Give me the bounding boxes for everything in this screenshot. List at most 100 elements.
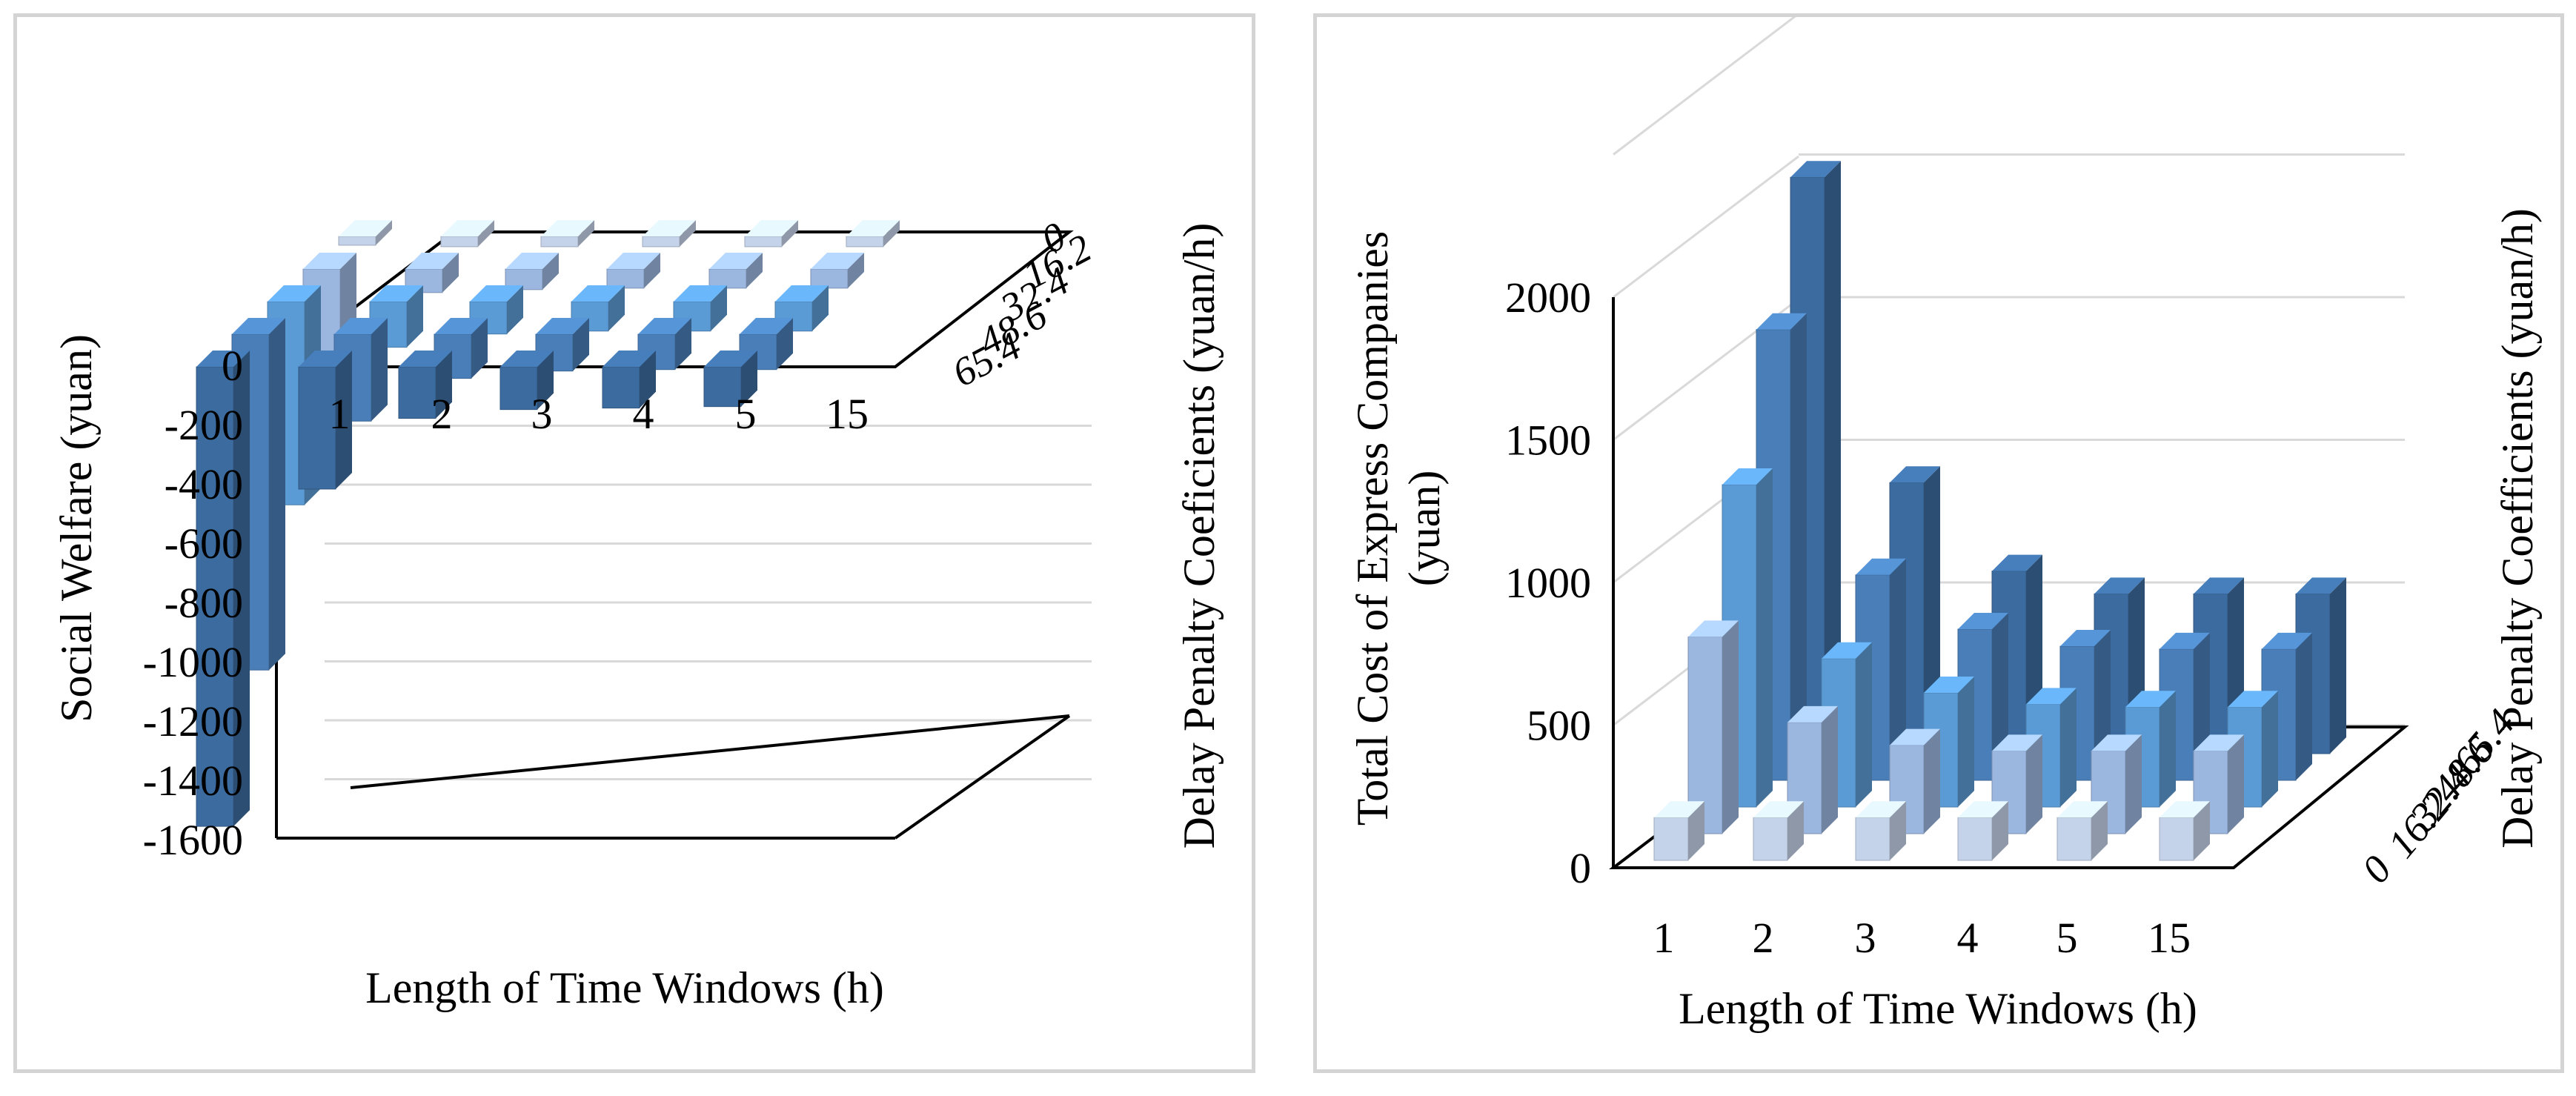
y-tick-label: -1000 [143, 638, 243, 686]
bar-16.2-2-side [1822, 705, 1838, 834]
bar-16.2-4-side [2026, 734, 2042, 834]
x-tick-label: 1 [329, 390, 351, 438]
bar-0-5 [744, 236, 783, 248]
bar-0-15 [846, 236, 884, 248]
bar-0-2-top [1753, 801, 1804, 818]
bar-48.6-2-top [1856, 558, 1906, 575]
x-tick-label: 1 [1653, 914, 1675, 962]
bar-0-2 [440, 236, 479, 248]
bar-16.2-1-top [303, 253, 356, 269]
bar-0-5 [2057, 817, 2092, 861]
x-tick-label: 3 [1855, 914, 1876, 962]
bar-48.6-15-top [2262, 632, 2312, 649]
bar-0-5-top [2057, 801, 2108, 818]
bar-32.4-2-top [370, 285, 423, 302]
bar-32.4-4-top [2026, 688, 2077, 705]
bar-16.2-4-top [607, 253, 660, 269]
bar-32.4-1-top [268, 285, 321, 302]
bar-48.6-4-top [536, 318, 589, 334]
bar-0-15-top [2160, 801, 2210, 818]
bar-48.6-15-side [777, 318, 793, 370]
x-axis-title: Length of Time Windows (h) [1679, 984, 2197, 1033]
bar-16.2-5-side [746, 253, 763, 288]
bar-16.2-4-top [1992, 734, 2042, 751]
bar-48.6-2-top [334, 318, 388, 334]
bar-0-2 [1753, 817, 1788, 861]
bar-32.4-2-top [1822, 642, 1872, 659]
bar-65.4-4 [499, 366, 538, 411]
bar-48.6-3-side [1992, 612, 2008, 780]
bar-48.6-5-top [2160, 632, 2210, 649]
bar-16.2-5-top [2091, 734, 2142, 751]
bar-0-3 [540, 236, 579, 248]
bar-16.2-15-top [2194, 734, 2244, 751]
bar-0-5-side [782, 220, 798, 247]
bar-16.2-2 [1787, 722, 1822, 834]
y-tick-label: -1600 [143, 816, 243, 864]
bar-48.6-4-top [2060, 630, 2111, 647]
bar-32.4-15-side [812, 285, 829, 331]
bar-0-2-side [478, 220, 494, 247]
bar-0-4-side [680, 220, 696, 247]
bar-48.6-5-top [638, 318, 691, 334]
bar-16.2-15 [810, 268, 849, 289]
bar-16.2-15-top [811, 253, 864, 269]
bar-32.4-3-side [1958, 677, 1974, 807]
bar-65.4-15-side [741, 351, 757, 407]
bar-0-15-top [846, 220, 900, 236]
bar-0-4-top [1958, 801, 2008, 818]
bar-0-3-top [541, 220, 594, 236]
bar-16.2-5-side [2125, 734, 2142, 834]
y-axis-title: Total Cost of Express Companies [1348, 231, 1397, 826]
bar-65.4-1-side [1825, 161, 1841, 754]
y-tick-label: -200 [165, 401, 243, 449]
y-tick-label: 2000 [1505, 273, 1591, 322]
bar-16.2-2-top [1787, 705, 1838, 723]
bar-16.2-15-side [848, 253, 864, 288]
bar-32.4-5-side [2160, 691, 2176, 807]
bar-0-15-side [2194, 801, 2210, 860]
bar-48.6-5-side [675, 318, 691, 370]
bar-32.4-3-top [1924, 677, 1974, 693]
bar-48.6-1-side [1790, 313, 1807, 780]
bar-0-2-top [441, 220, 494, 236]
bar-32.4-15-side [2262, 691, 2278, 807]
bar-48.6-3-side [471, 318, 488, 379]
bar-16.2-2-side [442, 253, 459, 293]
bar-0-2-side [1787, 801, 1804, 860]
bar-65.4-5 [602, 366, 640, 409]
bar-32.4-3-side [507, 285, 523, 334]
bar-0-1 [338, 236, 376, 246]
x-tick-label: 15 [2148, 914, 2191, 962]
y-axis-title: Social Welfare (yuan) [52, 334, 101, 723]
bar-0-3-side [578, 220, 594, 247]
z-axis-title: Delay Penalty Coefficients (yuan/h) [2493, 208, 2542, 848]
bar-0-1-side [1688, 801, 1704, 860]
bar-65.4-3-top [399, 351, 452, 367]
y-tick-label: 500 [1527, 702, 1591, 750]
x-tick-label: 2 [431, 390, 453, 438]
y-axis-title-unit: (yuan) [1400, 471, 1449, 587]
bar-16.2-3-side [1924, 728, 1940, 834]
bar-0-4-side [1992, 801, 2008, 860]
bar-65.4-3-top [1992, 554, 2042, 571]
bar-16.2-4-side [644, 253, 660, 288]
bar-16.2-2-top [405, 253, 459, 269]
bar-65.4-2-side [336, 351, 352, 489]
bar-32.4-5-top [2125, 691, 2176, 708]
bar-0-5-top [745, 220, 798, 236]
y-tick-label: 1000 [1505, 559, 1591, 607]
bar-0-5-side [2091, 801, 2108, 860]
bar-0-4-top [643, 220, 696, 236]
bar-65.4-5-top [602, 351, 656, 367]
bar-32.4-15-top [2228, 691, 2278, 708]
x-tick-label: 4 [1957, 914, 1979, 962]
bar-32.4-1-top [1722, 468, 1773, 485]
bar-48.6-1-side [269, 318, 285, 671]
x-tick-label: 3 [531, 390, 553, 438]
bar-16.2-5 [708, 268, 747, 289]
bar-0-1-top [339, 220, 392, 236]
bar-0-3-side [1890, 801, 1906, 860]
bar-65.4-5-top [2194, 577, 2244, 594]
bar-65.4-1-top [1790, 161, 1841, 178]
